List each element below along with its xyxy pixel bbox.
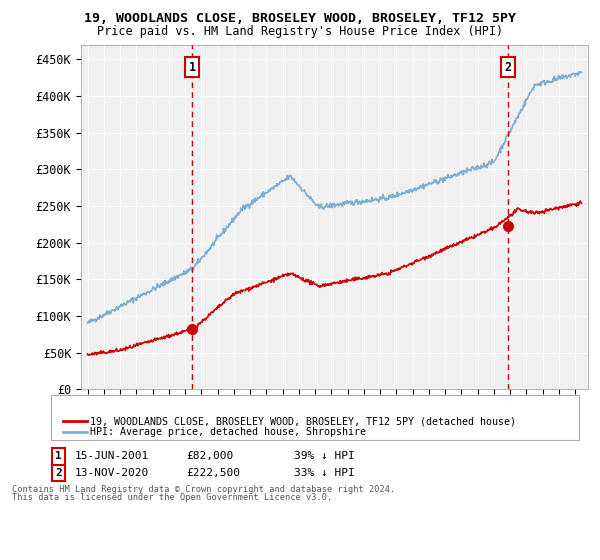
Text: 19, WOODLANDS CLOSE, BROSELEY WOOD, BROSELEY, TF12 5PY: 19, WOODLANDS CLOSE, BROSELEY WOOD, BROS… bbox=[84, 12, 516, 25]
Text: 15-JUN-2001: 15-JUN-2001 bbox=[75, 451, 149, 461]
Text: 19, WOODLANDS CLOSE, BROSELEY WOOD, BROSELEY, TF12 5PY (detached house): 19, WOODLANDS CLOSE, BROSELEY WOOD, BROS… bbox=[90, 416, 516, 426]
Text: 33% ↓ HPI: 33% ↓ HPI bbox=[294, 468, 355, 478]
Text: 2: 2 bbox=[505, 60, 511, 74]
Text: 2: 2 bbox=[55, 468, 62, 478]
Text: 39% ↓ HPI: 39% ↓ HPI bbox=[294, 451, 355, 461]
Text: £82,000: £82,000 bbox=[186, 451, 233, 461]
Text: Price paid vs. HM Land Registry's House Price Index (HPI): Price paid vs. HM Land Registry's House … bbox=[97, 25, 503, 38]
Text: This data is licensed under the Open Government Licence v3.0.: This data is licensed under the Open Gov… bbox=[12, 493, 332, 502]
Text: 13-NOV-2020: 13-NOV-2020 bbox=[75, 468, 149, 478]
Text: Contains HM Land Registry data © Crown copyright and database right 2024.: Contains HM Land Registry data © Crown c… bbox=[12, 485, 395, 494]
Text: 1: 1 bbox=[55, 451, 62, 461]
Text: 1: 1 bbox=[189, 60, 196, 74]
Text: £222,500: £222,500 bbox=[186, 468, 240, 478]
Text: HPI: Average price, detached house, Shropshire: HPI: Average price, detached house, Shro… bbox=[90, 427, 366, 437]
